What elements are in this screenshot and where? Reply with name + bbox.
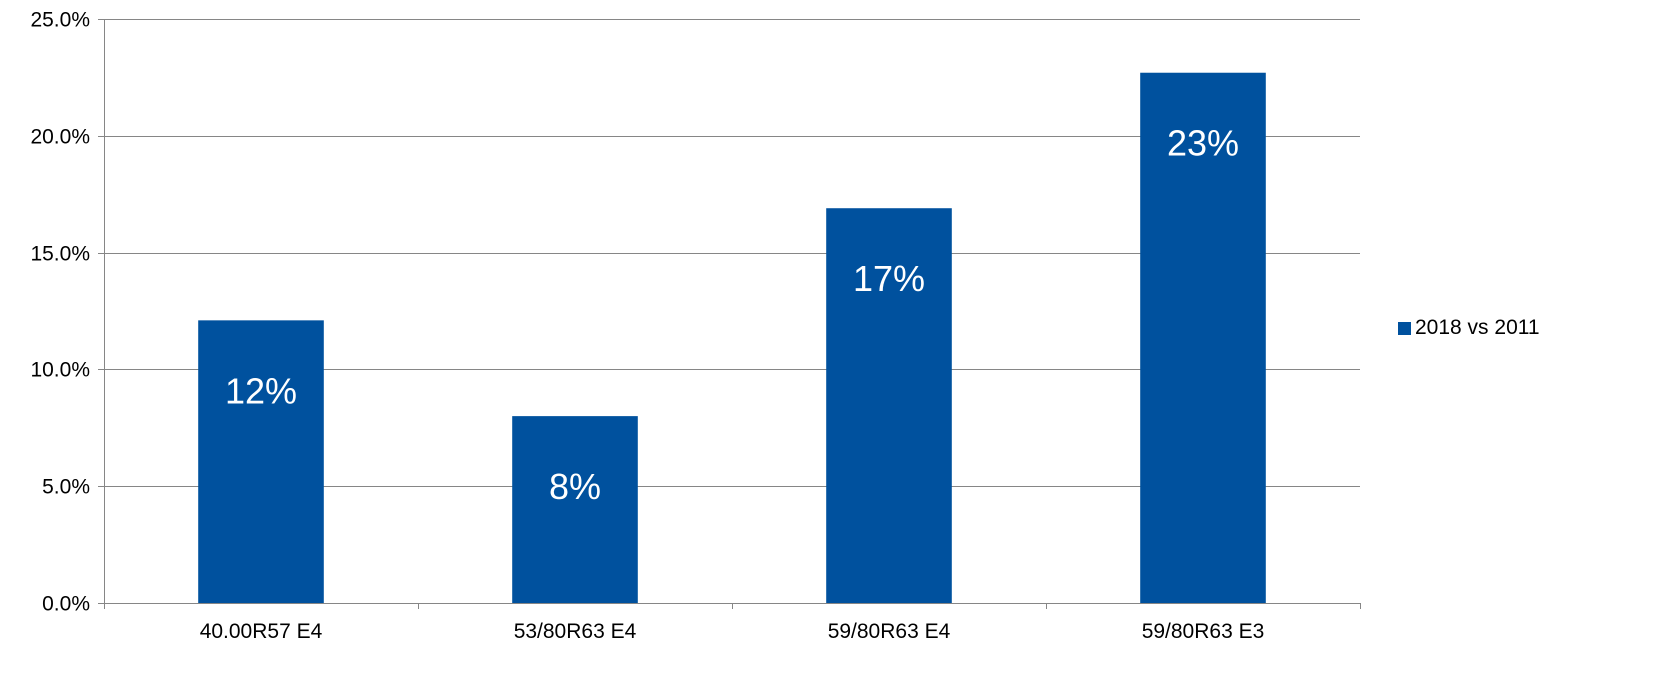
- y-tick-label: 20.0%: [30, 126, 90, 149]
- y-axis-tick-labels: 0.0% 5.0% 10.0% 15.0% 20.0% 25.0%: [30, 9, 90, 616]
- x-tick-label: 59/80R63 E4: [828, 620, 951, 643]
- legend-swatch: [1398, 321, 1411, 335]
- bar-data-label: 8%: [549, 466, 601, 507]
- x-tick-label: 59/80R63 E3: [1142, 620, 1265, 643]
- bar: [1140, 72, 1266, 603]
- y-tick-label: 15.0%: [30, 243, 90, 266]
- legend-label: 2018 vs 2011: [1415, 316, 1540, 339]
- bar-data-label: 12%: [225, 370, 297, 411]
- bars: [198, 72, 1266, 603]
- y-tick-label: 10.0%: [30, 359, 90, 382]
- bar-data-label: 23%: [1167, 123, 1239, 164]
- bar: [198, 320, 324, 603]
- y-tick-label: 25.0%: [30, 9, 90, 32]
- x-tick-label: 53/80R63 E4: [514, 620, 637, 643]
- x-tick-label: 40.00R57 E4: [200, 620, 323, 643]
- x-axis-tick-labels: 40.00R57 E4 53/80R63 E4 59/80R63 E4 59/80R6…: [200, 620, 1265, 643]
- bar: [826, 208, 952, 603]
- legend: 2018 vs 2011: [1398, 316, 1540, 340]
- bar: [512, 416, 638, 603]
- bar-data-label: 17%: [853, 258, 925, 299]
- y-tick-label: 5.0%: [42, 476, 90, 499]
- data-labels: 12% 8% 17% 23%: [225, 123, 1239, 507]
- y-tick-label: 0.0%: [42, 593, 90, 616]
- axes: [98, 19, 1361, 609]
